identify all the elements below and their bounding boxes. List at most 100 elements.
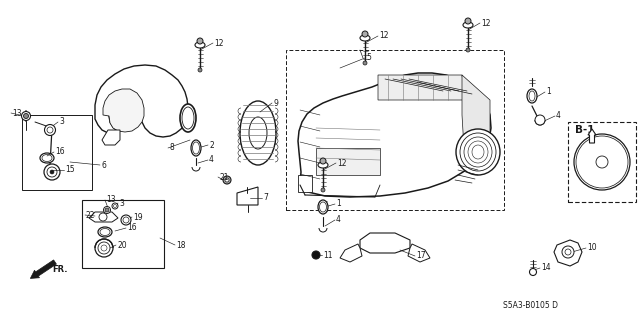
Circle shape	[580, 140, 623, 183]
Circle shape	[104, 206, 111, 213]
Ellipse shape	[195, 42, 205, 48]
Circle shape	[47, 127, 53, 133]
Ellipse shape	[191, 140, 201, 156]
Circle shape	[465, 18, 471, 24]
Bar	[286, 50, 504, 210]
Bar	[568, 122, 636, 202]
Circle shape	[22, 112, 31, 121]
Ellipse shape	[182, 107, 194, 129]
Ellipse shape	[468, 141, 488, 163]
Polygon shape	[95, 65, 188, 137]
Text: 12: 12	[337, 159, 346, 167]
Text: 18: 18	[176, 241, 186, 249]
Bar	[22, 115, 92, 190]
Ellipse shape	[527, 89, 537, 103]
Circle shape	[99, 213, 107, 221]
Text: 7: 7	[263, 194, 268, 203]
Polygon shape	[298, 175, 312, 192]
Text: 3: 3	[59, 117, 64, 127]
Text: 3: 3	[119, 198, 124, 207]
Ellipse shape	[456, 129, 500, 175]
Ellipse shape	[319, 202, 326, 212]
Polygon shape	[340, 244, 362, 262]
FancyArrow shape	[588, 129, 596, 143]
Text: 12: 12	[379, 32, 388, 41]
Circle shape	[223, 176, 231, 184]
Polygon shape	[554, 240, 582, 266]
Ellipse shape	[460, 133, 496, 171]
Polygon shape	[102, 130, 120, 145]
Circle shape	[576, 136, 628, 188]
Text: 6: 6	[101, 160, 106, 169]
Circle shape	[589, 150, 614, 174]
Ellipse shape	[98, 227, 112, 237]
Ellipse shape	[360, 35, 370, 41]
Ellipse shape	[472, 145, 484, 159]
Ellipse shape	[463, 22, 473, 28]
Polygon shape	[316, 148, 380, 175]
Bar	[82, 200, 164, 268]
Ellipse shape	[40, 153, 54, 163]
Text: 14: 14	[541, 263, 550, 272]
Text: 4: 4	[336, 216, 341, 225]
Circle shape	[98, 242, 110, 254]
Ellipse shape	[529, 91, 535, 101]
Ellipse shape	[193, 142, 200, 154]
Polygon shape	[298, 73, 491, 197]
Circle shape	[585, 145, 619, 179]
Text: 4: 4	[556, 112, 561, 121]
Polygon shape	[89, 212, 118, 222]
Circle shape	[321, 188, 325, 192]
Ellipse shape	[42, 154, 52, 161]
Text: 1: 1	[336, 199, 340, 209]
Text: 9: 9	[273, 99, 278, 108]
Circle shape	[466, 48, 470, 52]
Text: 4: 4	[209, 155, 214, 165]
FancyArrow shape	[30, 260, 56, 278]
Polygon shape	[408, 244, 430, 262]
Text: B-1: B-1	[575, 125, 595, 135]
Circle shape	[50, 170, 54, 174]
Circle shape	[24, 114, 29, 118]
Circle shape	[112, 203, 118, 209]
Text: 17: 17	[416, 251, 426, 261]
Polygon shape	[462, 75, 490, 165]
Text: 16: 16	[127, 224, 136, 233]
Text: 22: 22	[86, 211, 95, 219]
Text: 12: 12	[214, 39, 223, 48]
Ellipse shape	[240, 101, 276, 165]
Circle shape	[320, 158, 326, 164]
Text: 5: 5	[366, 54, 371, 63]
Text: 21: 21	[219, 173, 228, 182]
Text: 12: 12	[481, 19, 490, 27]
Circle shape	[565, 249, 571, 255]
Polygon shape	[237, 187, 258, 205]
Ellipse shape	[318, 200, 328, 214]
Text: 13: 13	[12, 108, 22, 117]
Ellipse shape	[249, 117, 267, 149]
Circle shape	[594, 154, 610, 170]
Text: 11: 11	[323, 250, 333, 259]
Text: 19: 19	[133, 212, 143, 221]
Ellipse shape	[100, 228, 110, 235]
Circle shape	[225, 178, 229, 182]
Circle shape	[312, 251, 320, 259]
Text: 16: 16	[55, 147, 65, 157]
Circle shape	[105, 208, 109, 212]
Circle shape	[596, 156, 608, 168]
Circle shape	[363, 61, 367, 65]
Circle shape	[197, 38, 203, 44]
Text: 8: 8	[169, 144, 173, 152]
Text: 13: 13	[106, 196, 116, 204]
Circle shape	[113, 204, 116, 207]
Ellipse shape	[180, 104, 196, 132]
Text: 2: 2	[209, 140, 214, 150]
Ellipse shape	[464, 137, 492, 167]
Circle shape	[45, 124, 56, 136]
Circle shape	[562, 246, 574, 258]
Polygon shape	[360, 233, 410, 253]
Circle shape	[44, 164, 60, 180]
Text: 15: 15	[65, 166, 75, 174]
Circle shape	[574, 134, 630, 190]
Polygon shape	[103, 89, 144, 132]
